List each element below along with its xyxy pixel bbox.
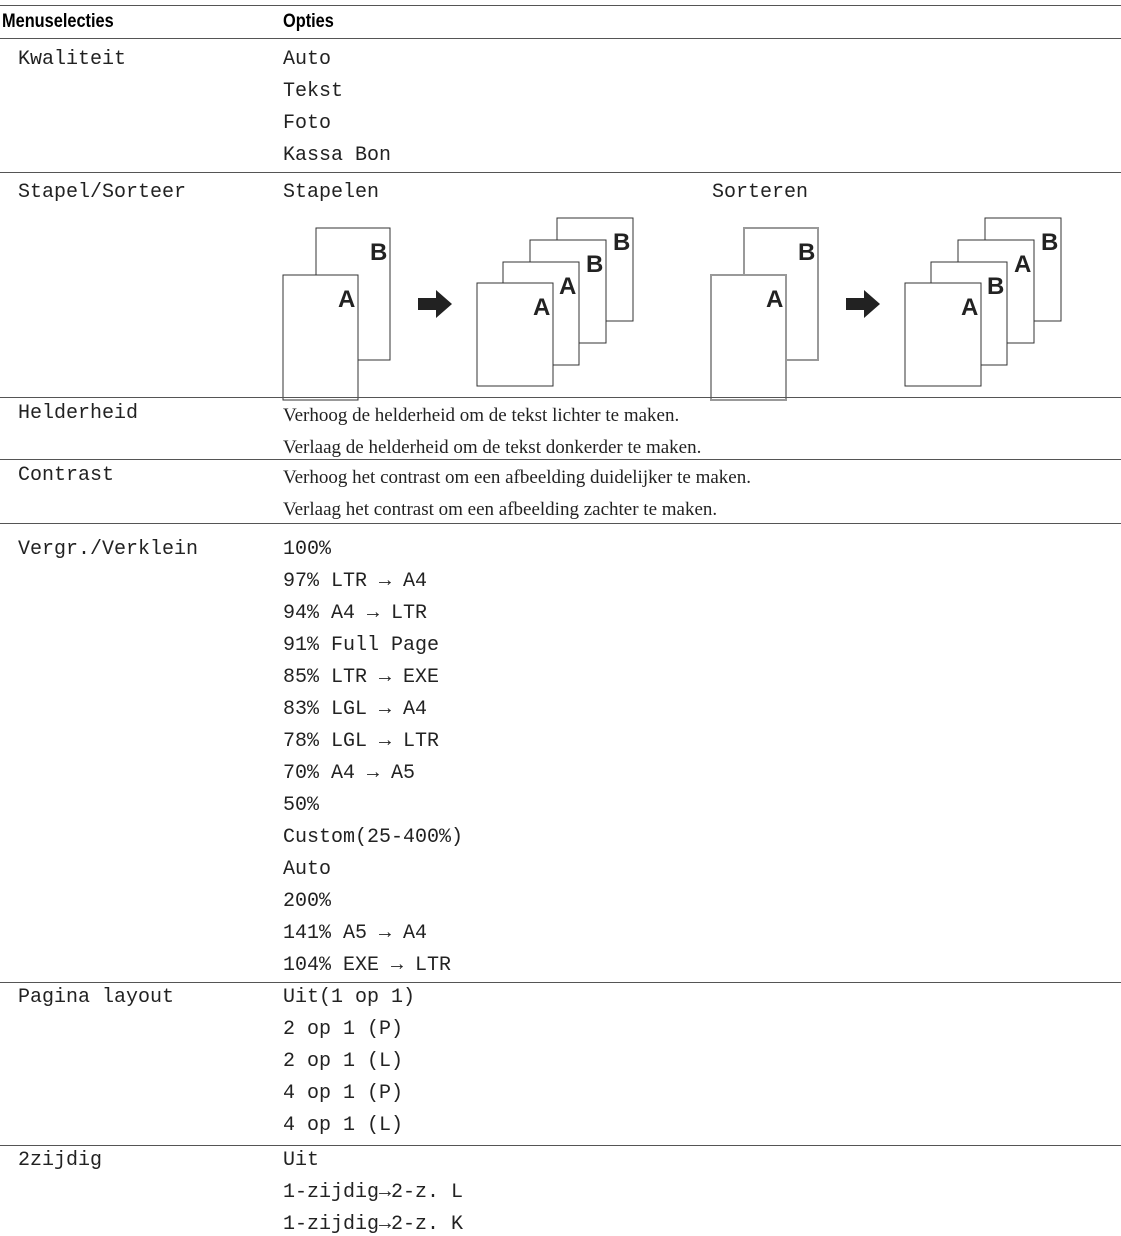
header-cell: Menuselecties [2,11,114,32]
sheet-letter: B [586,251,603,278]
row-rule [0,523,1121,524]
option: 50% [283,794,320,817]
option: Stapelen [283,181,380,204]
menu-label: Pagina layout [18,986,175,1009]
row-rule [0,5,1121,6]
paper-sheet [476,282,554,387]
option: Auto [283,858,332,881]
sheet-letter: B [987,273,1004,300]
option: 91% Full Page [283,634,440,657]
option: Verhoog het contrast om een afbeelding d… [283,467,751,488]
option: 4 op 1 (L) [283,1114,404,1137]
menu-label: Contrast [18,464,115,487]
sheet-letter: B [370,239,387,266]
option: Tekst [283,80,344,103]
sheet-letter: A [533,294,550,321]
option: Uit(1 op 1) [283,986,416,1009]
option: 1-zijdig→2-z. K [283,1213,464,1236]
option: 104% EXE → LTR [283,954,452,977]
row-rule [0,172,1121,173]
option: 200% [283,890,332,913]
paper-sheet [904,282,982,387]
menu-label: Stapel/Sorteer [18,181,187,204]
option: 4 op 1 (P) [283,1082,404,1105]
sheet-letter: A [559,273,576,300]
option: 2 op 1 (L) [283,1050,404,1073]
sheet-letter: A [766,286,783,313]
header-cell: Opties [283,11,334,32]
row-rule [0,982,1121,983]
paper-sheet [710,274,787,401]
option: Verhoog de helderheid om de tekst lichte… [283,405,680,426]
row-rule [0,38,1121,39]
row-rule [0,1145,1121,1146]
option: 78% LGL → LTR [283,730,440,753]
row-rule [0,397,1121,398]
arrow [418,290,452,318]
row-rule [0,459,1121,460]
sheet-letter: B [613,229,630,256]
option: Foto [283,112,332,135]
option: 85% LTR → EXE [283,666,440,689]
option: Custom(25-400%) [283,826,464,849]
option: 83% LGL → A4 [283,698,428,721]
sheet-letter: B [798,239,815,266]
menu-label: Kwaliteit [18,48,127,71]
paper-sheet [282,274,359,401]
menu-label: Helderheid [18,402,139,425]
sheet-letter: A [338,286,355,313]
arrow [846,290,880,318]
option: Auto [283,48,332,71]
option: Verlaag de helderheid om de tekst donker… [283,437,702,458]
sheet-letter: B [1041,229,1058,256]
sheet-letter: A [1014,251,1031,278]
option: 141% A5 → A4 [283,922,428,945]
sheet-letter: A [961,294,978,321]
option: 94% A4 → LTR [283,602,428,625]
option: Sorteren [712,181,809,204]
option: Uit [283,1149,320,1172]
option: Verlaag het contrast om een afbeelding z… [283,499,718,520]
menu-label: 2zijdig [18,1149,103,1172]
option: 100% [283,538,332,561]
option: 1-zijdig→2-z. L [283,1181,464,1204]
option: 70% A4 → A5 [283,762,416,785]
option: Kassa Bon [283,144,392,167]
option: 2 op 1 (P) [283,1018,404,1041]
menu-label: Vergr./Verklein [18,538,199,561]
option: 97% LTR → A4 [283,570,428,593]
